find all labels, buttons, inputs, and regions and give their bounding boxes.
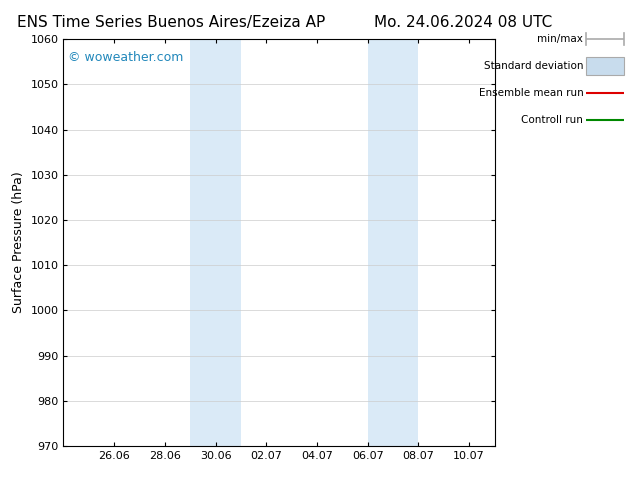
Text: min/max: min/max [538, 34, 583, 44]
Text: © woweather.com: © woweather.com [68, 51, 183, 64]
Y-axis label: Surface Pressure (hPa): Surface Pressure (hPa) [12, 172, 25, 314]
Text: Standard deviation: Standard deviation [484, 61, 583, 71]
Bar [368, 39, 418, 446]
Text: Mo. 24.06.2024 08 UTC: Mo. 24.06.2024 08 UTC [374, 15, 552, 30]
Text: Controll run: Controll run [521, 115, 583, 125]
Text: ENS Time Series Buenos Aires/Ezeiza AP: ENS Time Series Buenos Aires/Ezeiza AP [17, 15, 325, 30]
Text: Ensemble mean run: Ensemble mean run [479, 88, 583, 98]
Bar [190, 39, 241, 446]
